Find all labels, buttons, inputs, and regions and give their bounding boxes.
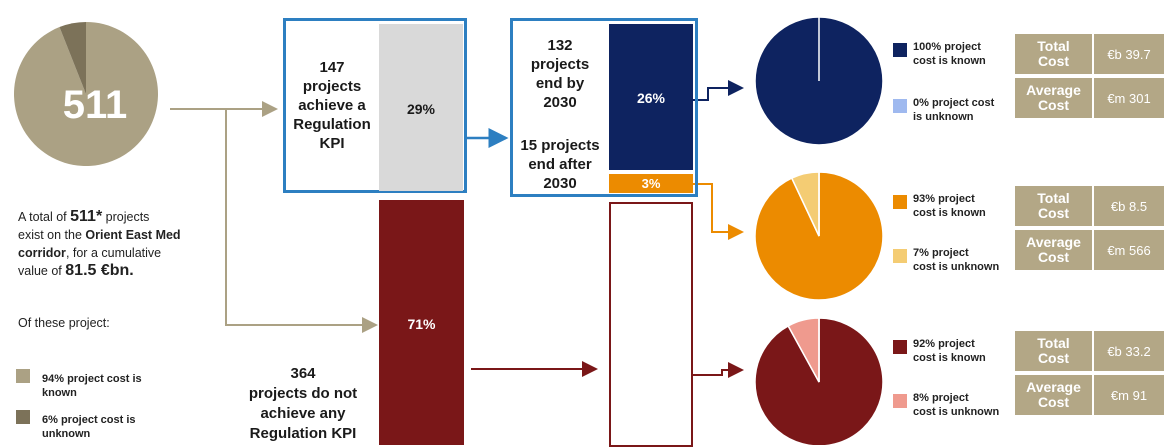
group2-legend-text-1: 8% project cost is unknown: [913, 392, 1000, 418]
total-projects-label: 511: [62, 83, 128, 127]
group2-stat-value-1: €m 91: [1094, 375, 1164, 415]
group1-legend-swatch-0: [893, 195, 907, 209]
desc-line1-post: projects: [102, 210, 150, 224]
group1-stat-value-0: €b 8.5: [1094, 186, 1164, 226]
group1-legend-text-1: 7% project cost is unknown: [913, 247, 1000, 273]
legend-unknown-text: 6% project cost is unknown: [42, 414, 136, 440]
legend-unknown-swatch: [16, 410, 30, 424]
desc-line1-pre: A total of: [18, 210, 71, 224]
group0-stat-label-0: Total Cost: [1015, 34, 1092, 74]
group0-stat-value-0: €b 39.7: [1094, 34, 1164, 74]
group2-legend-swatch-1: [893, 394, 907, 408]
desc-value: 81.5 €bn.: [65, 262, 134, 279]
group0-stat-label-1: Average Cost: [1015, 78, 1092, 118]
total-pie-slice-unknown: [59, 22, 86, 94]
description: A total of 511* projects exist on the Or…: [18, 208, 208, 280]
achieve-pct: 29%: [406, 101, 436, 117]
desc-total: 511*: [70, 208, 103, 225]
desc-corridor-name: Orient East Med: [85, 228, 181, 242]
arrow-to-not-achieve: [225, 109, 378, 333]
arrow-to-pie-2: [693, 183, 744, 240]
achieve-bar: [379, 24, 463, 191]
desc-line3-post: , for a cumulative: [65, 246, 162, 260]
group1-stat-value-1: €m 566: [1094, 230, 1164, 270]
arrow-to-pie-3: [693, 362, 744, 378]
group0-legend-swatch-1: [893, 99, 907, 113]
group0-legend-text-0: 100% project cost is known: [913, 41, 986, 67]
group2-stat-value-0: €b 33.2: [1094, 331, 1164, 371]
group0-legend-swatch-0: [893, 43, 907, 57]
end-by-pct: 26%: [636, 90, 666, 106]
achieve-box-label: 147 projects achieve a Regulation KPI: [293, 59, 371, 152]
group1-stat-label-1: Average Cost: [1015, 230, 1092, 270]
desc-line4-pre: value of: [18, 264, 66, 278]
group1-stat-label-0: Total Cost: [1015, 186, 1092, 226]
group2-stat-label-0: Total Cost: [1015, 331, 1092, 371]
group0-stat-value-1: €m 301: [1094, 78, 1164, 118]
achieve-box: [283, 18, 467, 193]
legend-known-text: 94% project cost is known: [42, 373, 142, 399]
end-by-label: 132 projects end by 2030: [530, 37, 590, 111]
not-achieve-bar: [379, 200, 464, 445]
group2-stat-label-1: Average Cost: [1015, 375, 1092, 415]
not-achieve-pct: 71%: [407, 316, 436, 332]
legend-known-swatch: [16, 369, 30, 383]
end-box: [510, 18, 698, 197]
group2-legend-text-0: 92% project cost is known: [913, 338, 986, 364]
desc-corridor-word: corridor: [18, 246, 66, 260]
group2-legend-swatch-0: [893, 340, 907, 354]
total-pie-slice-known: [13, 22, 158, 166]
desc-line2-pre: exist on the: [18, 228, 86, 242]
end-after-bar: [609, 174, 693, 193]
not-achieve-label: 364 projects do not achieve any Regulation …: [248, 365, 358, 442]
group1-legend-swatch-1: [893, 249, 907, 263]
end-by-bar: [609, 24, 693, 170]
arrow-to-pie-1: [693, 80, 744, 101]
group0-legend-text-1: 0% project cost is unknown: [913, 97, 995, 123]
of-these-label: Of these project:: [18, 316, 110, 330]
end-after-label: 15 projects end after 2030: [520, 137, 600, 192]
group1-legend-text-0: 93% project cost is known: [913, 193, 986, 219]
end-after-pct: 3%: [641, 176, 661, 191]
